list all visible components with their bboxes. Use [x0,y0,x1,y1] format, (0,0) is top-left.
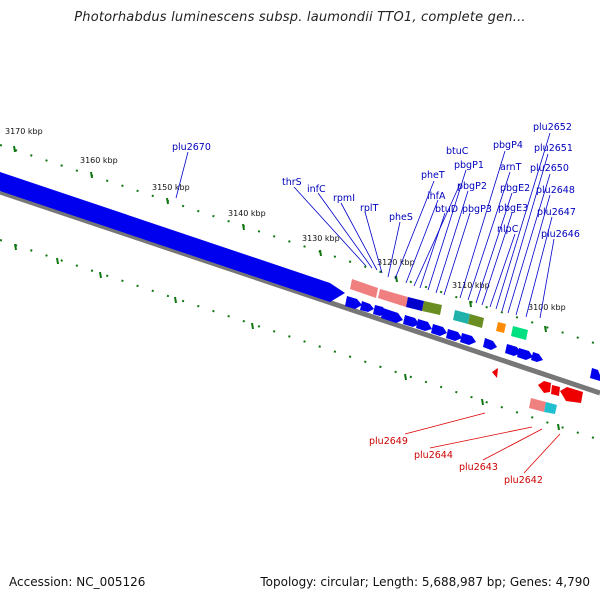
forward-arrow[interactable] [483,338,497,350]
ruler-label: 3150 kbp [152,183,190,192]
forward-arrow[interactable] [517,348,533,360]
gene-pheT-block[interactable] [406,297,424,311]
gene-label[interactable]: btuC [446,146,469,157]
forward-arrow[interactable] [531,352,543,362]
gene-label[interactable]: pbgP2 [457,181,487,192]
forward-gene-arrows [345,296,600,381]
ruler-labels: 3170 kbp 3160 kbp 3150 kbp 3140 kbp 3130… [5,127,566,312]
gene-btuC-block[interactable] [453,310,470,324]
gene-label[interactable]: plu2649 [369,436,408,447]
gene-label[interactable]: btuD [435,204,458,215]
reverse-arrow[interactable] [492,368,498,378]
inner-ruler-minor-ticks [0,239,600,441]
forward-arrow[interactable] [431,324,447,336]
reverse-arrow[interactable] [551,385,560,396]
reverse-block[interactable] [529,398,546,412]
reverse-gene-labels: plu2649 plu2644 plu2643 plu2642 [369,436,543,486]
forward-arrow[interactable] [505,344,521,356]
forward-arrow[interactable] [416,319,432,331]
inner-ruler-major-ticks [14,243,560,431]
gene-label[interactable]: plu2643 [459,462,498,473]
gene-ihfA-block[interactable] [422,301,442,315]
gene-label[interactable]: arnT [500,162,522,173]
gene-label[interactable]: plu2646 [541,229,580,240]
gene-label[interactable]: thrS [282,177,302,188]
gene-pbgP-block[interactable] [468,314,484,328]
forward-arrow[interactable] [403,315,419,327]
gene-label[interactable]: plu2652 [533,122,572,133]
forward-leader-lines [175,132,555,319]
genome-backbone [0,189,600,396]
gene-label[interactable]: infC [307,184,326,195]
gene-arnT-block[interactable] [496,322,506,333]
gene-label[interactable]: pbgE3 [498,203,528,214]
gene-label[interactable]: pbgP1 [454,160,484,171]
gene-label[interactable]: pbgE2 [500,183,530,194]
ruler-label: 3120 kbp [377,258,415,267]
forward-arrow[interactable] [381,308,403,323]
forward-gene-labels: plu2670 thrS infC rpmI rplT pheS pheT ih… [172,122,580,240]
ruler-label: 3130 kbp [302,234,340,243]
gene-pheS-block[interactable] [378,289,408,307]
reverse-leader-lines [404,412,561,474]
summary-text: Topology: circular; Length: 5,688,987 bp… [260,575,590,589]
gene-label[interactable]: nlpC [497,224,519,235]
gene-label[interactable]: plu2670 [172,142,211,153]
map-title: Photorhabdus luminescens subsp. laumondi… [74,10,526,25]
reverse-arrow[interactable] [538,381,551,393]
forward-arrow[interactable] [345,296,362,309]
reverse-block[interactable] [544,402,557,414]
outer-ruler-minor-ticks [0,144,600,346]
gene-label[interactable]: pheT [421,170,445,181]
reverse-arrow[interactable] [560,387,583,403]
gene-label[interactable]: pbgP3 [462,204,492,215]
ruler-label: 3160 kbp [80,156,118,165]
gene-label[interactable]: plu2648 [536,185,575,196]
gene-label[interactable]: plu2647 [537,207,576,218]
forward-arrow[interactable] [360,301,374,312]
gene-thrS-block[interactable] [350,279,378,298]
ruler-label: 3100 kbp [528,303,566,312]
ruler-label: 3140 kbp [228,209,266,218]
forward-arrow[interactable] [460,333,476,345]
gene-label[interactable]: rplT [360,203,379,214]
gene-label[interactable]: ihfA [427,191,446,202]
outer-ruler-major-ticks [13,145,547,333]
gene-label[interactable]: pbgP4 [493,140,523,151]
gene-plu2650-block[interactable] [511,326,528,340]
large-forward-gene[interactable] [0,172,345,302]
inner-ruler [0,239,600,441]
forward-arrow[interactable] [590,368,600,381]
gene-label[interactable]: pheS [389,212,413,223]
forward-features [350,279,528,340]
forward-arrow[interactable] [446,329,462,341]
ruler-label: 3110 kbp [452,281,490,290]
gene-label[interactable]: plu2642 [504,475,543,486]
accession-text: Accession: NC_005126 [9,575,146,589]
outer-ruler [0,144,600,346]
gene-label[interactable]: plu2644 [414,450,453,461]
gene-label[interactable]: rpmI [333,193,355,204]
gene-label[interactable]: plu2651 [534,143,573,154]
gene-label[interactable]: plu2650 [530,163,569,174]
ruler-label: 3170 kbp [5,127,43,136]
reverse-genes [492,368,583,414]
